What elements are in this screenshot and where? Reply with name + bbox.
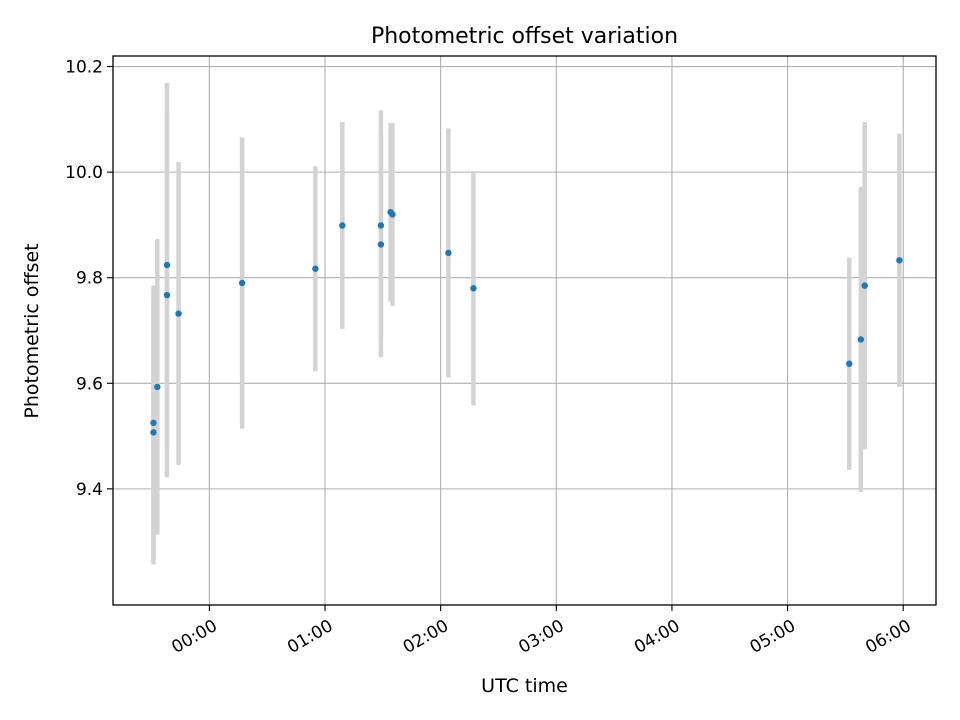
y-tick-label: 9.8 [76, 269, 103, 289]
grid [113, 56, 936, 605]
data-point [896, 257, 903, 264]
y-tick-label: 10.2 [65, 58, 103, 78]
y-axis-label: Photometric offset [21, 243, 43, 418]
data-point [377, 222, 385, 229]
data-point [846, 360, 853, 367]
data-point [175, 310, 182, 317]
data-points [150, 209, 903, 436]
data-point [861, 282, 868, 289]
y-tick-label: 9.6 [76, 374, 103, 394]
plot-frame [112, 55, 937, 606]
y-tick-label: 9.4 [76, 480, 103, 500]
data-point [312, 265, 319, 272]
data-point [857, 336, 865, 343]
data-point [389, 211, 396, 218]
y-axis: 9.4 9.6 9.8 10.0 10.2 [65, 58, 113, 500]
data-point [150, 429, 157, 436]
data-point [377, 241, 385, 248]
chart-title: Photometric offset variation [371, 24, 678, 49]
data-point [163, 261, 171, 269]
data-point [470, 285, 477, 292]
y-tick-label: 10.0 [65, 163, 103, 183]
data-point [339, 222, 346, 229]
data-point [445, 249, 452, 257]
data-point [154, 383, 161, 391]
data-point [150, 419, 157, 427]
data-point [163, 291, 171, 299]
x-axis-label: UTC time [481, 675, 568, 697]
data-point [238, 279, 246, 287]
